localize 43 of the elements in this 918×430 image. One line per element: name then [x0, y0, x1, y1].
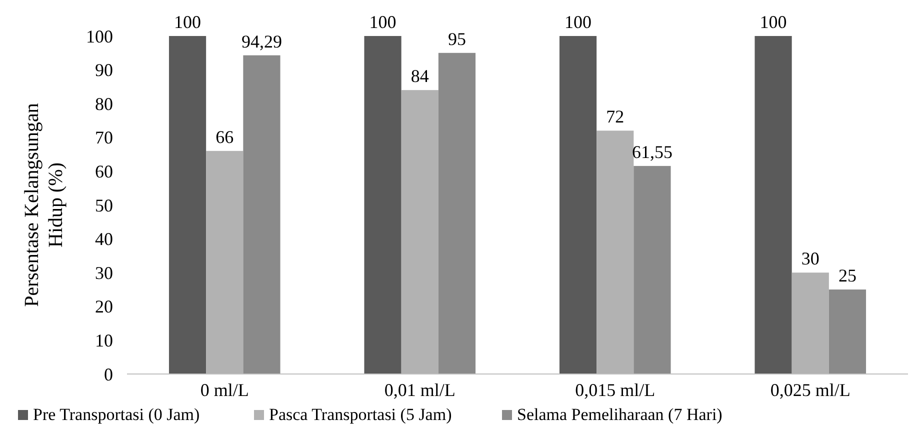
bar [559, 36, 597, 374]
data-label: 30 [801, 248, 820, 269]
bar [401, 90, 438, 374]
data-label: 66 [216, 126, 234, 147]
bar [596, 130, 634, 374]
y-tick-label: 20 [95, 296, 113, 317]
bar [634, 166, 671, 374]
data-label: 25 [838, 266, 856, 286]
y-tick-label: 30 [95, 262, 113, 283]
legend-label: Pre Transportasi (0 Jam) [33, 405, 200, 424]
x-tick-label: 0,015 ml/L [575, 380, 656, 400]
bar [828, 290, 866, 374]
x-tick-label: 0 ml/L [200, 380, 249, 400]
data-label: 100 [564, 12, 592, 32]
data-label: 72 [606, 106, 624, 127]
x-tick-label: 0,01 ml/L [384, 380, 456, 400]
data-label: 84 [410, 66, 429, 86]
y-tick-label: 80 [95, 94, 113, 114]
data-label: 95 [448, 28, 466, 49]
y-tick-label: 50 [95, 195, 113, 216]
bar [243, 55, 280, 374]
bar [792, 272, 829, 374]
y-tick-label: 100 [86, 26, 113, 46]
bar [168, 36, 206, 374]
legend-label: Selama Pemeliharaan (7 Hari) [517, 405, 722, 424]
bar [364, 36, 402, 374]
bar [754, 36, 792, 374]
x-tick-label: 0,025 ml/L [770, 380, 850, 400]
legend-label: Pasca Transportasi (5 Jam) [269, 405, 452, 424]
y-tick-label: 70 [95, 128, 113, 148]
data-label: 61,55 [632, 142, 672, 162]
y-axis-title: Persentase Kelangsungan Hidup (%) [21, 103, 67, 307]
y-tick-label: 0 [104, 364, 113, 384]
data-label: 100 [174, 12, 202, 32]
bar [438, 52, 476, 374]
y-tick-label: 10 [95, 330, 113, 350]
data-label: 100 [760, 12, 787, 32]
data-label: 94,29 [241, 31, 282, 52]
y-tick-label: 60 [95, 162, 113, 182]
y-tick-label: 40 [95, 229, 113, 250]
bar [206, 150, 244, 374]
y-tick-label: 90 [95, 60, 113, 80]
data-label: 100 [369, 12, 396, 32]
